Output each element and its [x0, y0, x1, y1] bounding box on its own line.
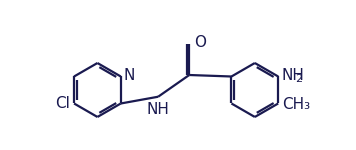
Text: Cl: Cl — [56, 96, 70, 111]
Text: N: N — [124, 68, 135, 83]
Text: NH: NH — [281, 68, 304, 82]
Text: CH₃: CH₃ — [282, 97, 310, 112]
Text: 2: 2 — [295, 74, 303, 84]
Text: O: O — [194, 34, 206, 50]
Text: NH: NH — [147, 102, 169, 117]
